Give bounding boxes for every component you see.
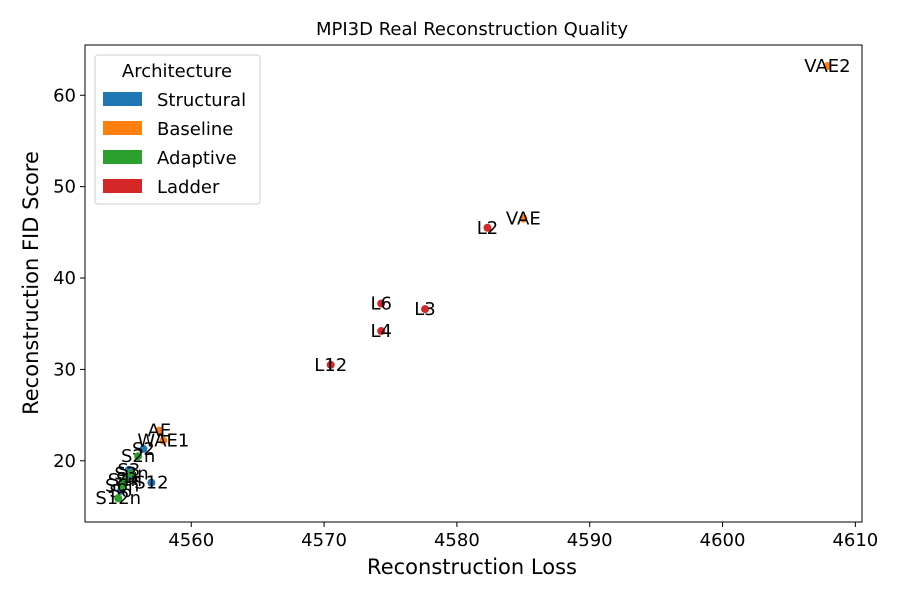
data-point-label: VAE — [506, 209, 541, 230]
data-point — [326, 360, 335, 369]
plot-frame — [84, 44, 863, 523]
data-point — [823, 62, 832, 71]
y-tick-label: 20 — [53, 451, 76, 472]
data-point-label: S12 — [134, 473, 168, 494]
data-point — [118, 481, 127, 490]
data-point — [139, 444, 148, 453]
data-point-label: S6n — [105, 475, 139, 496]
data-point-label: L4 — [370, 321, 391, 342]
legend-title: Architecture — [122, 61, 232, 82]
legend-entry-label: Structural — [157, 90, 246, 111]
data-point — [155, 426, 164, 435]
data-point-label: AE — [148, 421, 172, 442]
data-point-label: WAE1 — [137, 431, 189, 452]
legend-swatch — [103, 121, 142, 135]
data-point — [377, 299, 386, 308]
data-point-label: S4n — [108, 470, 142, 491]
x-tick-label: 4570 — [301, 530, 347, 551]
chart-title: MPI3D Real Reconstruction Quality — [316, 19, 628, 40]
plot-area: S12S3S4S6S2VAE2VAEAEWAE1S2nS3nS4nS6nS12n… — [95, 56, 850, 509]
data-point — [114, 494, 123, 503]
data-point-label: S2n — [121, 446, 155, 467]
data-point-label: S12n — [95, 488, 141, 509]
x-tick-label: 4580 — [434, 530, 480, 551]
legend: Architecture Structural Baseline Adaptive L… — [94, 54, 261, 205]
legend-entry-label: Adaptive — [157, 148, 237, 169]
legend-swatch — [103, 150, 142, 164]
y-axis-label: Reconstruction FID Score — [19, 151, 43, 415]
legend-entry-label: Baseline — [157, 119, 233, 140]
data-point — [147, 478, 156, 487]
axis-ticks: 4560 4570 4580 4590 4600 4610 20 30 40 50 60 — [53, 85, 878, 551]
legend-swatch — [103, 92, 142, 106]
x-tick-label: 4600 — [700, 530, 746, 551]
y-tick-label: 30 — [53, 359, 76, 380]
data-point-label: VAE2 — [804, 56, 850, 77]
data-point — [377, 327, 386, 336]
x-axis-label: Reconstruction Loss — [367, 555, 577, 579]
legend-swatch — [103, 179, 142, 193]
y-tick-label: 40 — [53, 268, 76, 289]
data-point — [483, 223, 492, 232]
legend-entry-label: Ladder — [157, 177, 220, 198]
data-point — [159, 436, 168, 445]
data-point — [421, 305, 430, 314]
data-point-label: L3 — [414, 299, 435, 320]
x-tick-label: 4590 — [567, 530, 613, 551]
data-point — [134, 452, 143, 461]
data-point — [127, 469, 136, 478]
data-point — [519, 214, 528, 223]
y-tick-label: 60 — [53, 85, 76, 106]
y-tick-label: 50 — [53, 177, 76, 198]
x-tick-label: 4560 — [168, 530, 214, 551]
data-point-label: L12 — [314, 355, 347, 376]
data-point-label: L6 — [370, 294, 391, 315]
x-tick-label: 4610 — [832, 530, 878, 551]
data-point-label: L2 — [477, 218, 498, 239]
